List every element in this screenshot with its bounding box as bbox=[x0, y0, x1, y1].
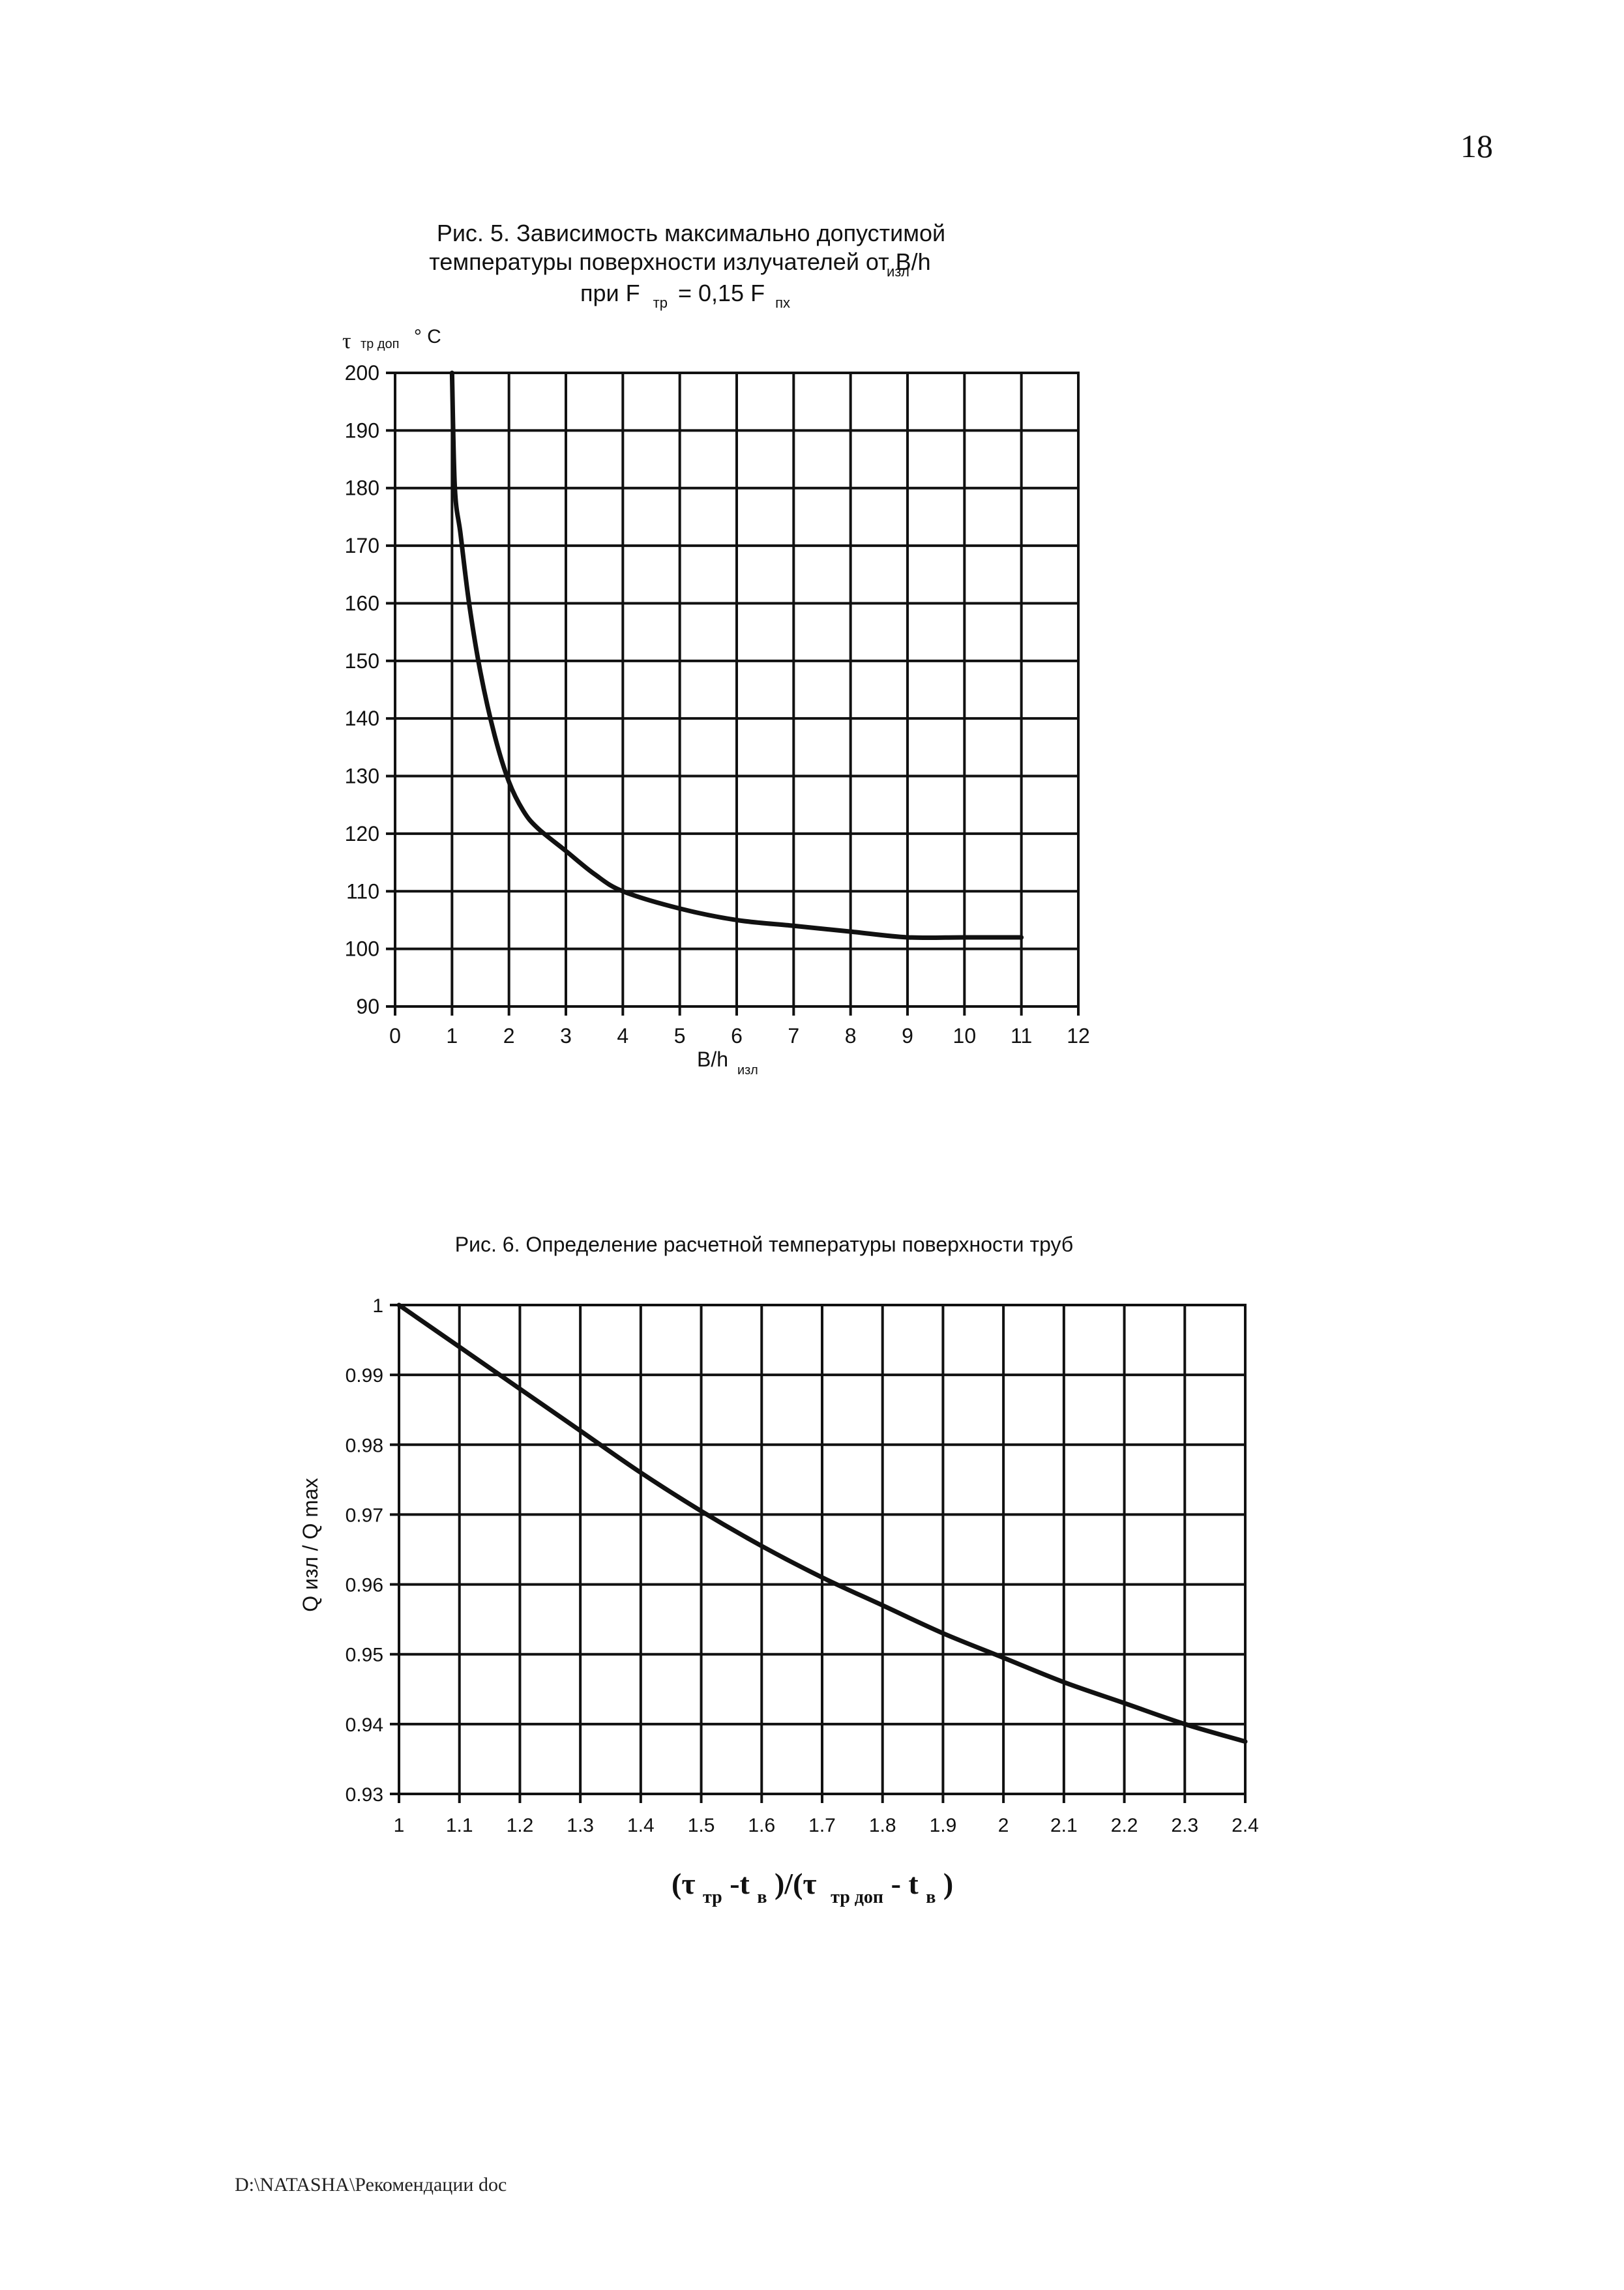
fig5-y-axis-label: τ тр доп ° C bbox=[342, 326, 441, 353]
x-tick-label: 1 bbox=[394, 1815, 405, 1836]
y-tick-label: 100 bbox=[345, 937, 379, 961]
footer-path: D:\NATASHA\Рекомендации doc bbox=[235, 2174, 507, 2195]
fig5-x-axis-label-subscript: изл bbox=[737, 1063, 758, 1078]
fig6-x-axis-label: (τ тр -t в )/(τ тр доп - t в ) bbox=[672, 1867, 953, 1909]
x-tick-label: 3 bbox=[560, 1024, 572, 1048]
y-tick-label: 0.96 bbox=[346, 1575, 383, 1596]
y-tick-label: 0.98 bbox=[346, 1435, 383, 1456]
page-number: 18 bbox=[1460, 128, 1493, 164]
y-tick-label: 140 bbox=[345, 707, 379, 730]
x-tick-label: 2 bbox=[998, 1815, 1009, 1836]
x-tick-label: 2.3 bbox=[1171, 1815, 1198, 1836]
y-tick-label: 190 bbox=[345, 418, 379, 442]
y-tick-label: 130 bbox=[345, 765, 379, 788]
y-tick-label: 160 bbox=[345, 591, 379, 615]
x-tick-label: 1.2 bbox=[507, 1815, 534, 1836]
fig5-title-line3: при F тр = 0,15 F пх bbox=[580, 280, 790, 313]
x-tick-label: 1.7 bbox=[808, 1815, 836, 1836]
y-tick-label: 200 bbox=[345, 361, 379, 385]
y-tick-label: 150 bbox=[345, 649, 379, 673]
x-tick-label: 0 bbox=[389, 1024, 401, 1048]
fig5-title-line1: Рис. 5. Зависимость максимально допустим… bbox=[437, 220, 945, 246]
x-tick-label: 1 bbox=[446, 1024, 458, 1048]
x-tick-label: 11 bbox=[1011, 1024, 1032, 1048]
x-tick-label: 12 bbox=[1067, 1024, 1090, 1048]
x-tick-label: 1.8 bbox=[869, 1815, 896, 1836]
x-tick-label: 10 bbox=[953, 1024, 977, 1048]
x-tick-label: 1.5 bbox=[688, 1815, 715, 1836]
x-tick-label: 2.1 bbox=[1050, 1815, 1078, 1836]
x-tick-label: 1.1 bbox=[446, 1815, 473, 1836]
series-line bbox=[449, 370, 1024, 941]
fig6-y-axis-label: Q изл / Q max bbox=[299, 1478, 322, 1612]
chart-fig6: Рис. 6. Определение расчетной температур… bbox=[299, 1233, 1259, 1909]
y-tick-label: 0.97 bbox=[346, 1505, 383, 1526]
x-tick-label: 5 bbox=[674, 1024, 686, 1048]
x-tick-label: 1.6 bbox=[748, 1815, 775, 1836]
x-tick-label: 8 bbox=[845, 1024, 857, 1048]
y-tick-label: 120 bbox=[345, 822, 379, 845]
x-tick-label: 2.2 bbox=[1111, 1815, 1138, 1836]
y-tick-label: 0.95 bbox=[346, 1645, 383, 1666]
y-tick-label: 1 bbox=[372, 1295, 383, 1317]
x-tick-label: 1.4 bbox=[627, 1815, 655, 1836]
x-tick-label: 4 bbox=[617, 1024, 628, 1048]
x-tick-label: 9 bbox=[902, 1024, 913, 1048]
chart-fig5: Рис. 5. Зависимость максимально допустим… bbox=[342, 220, 1090, 1078]
series-line bbox=[396, 1302, 1248, 1744]
x-tick-label: 2.4 bbox=[1232, 1815, 1259, 1836]
x-tick-label: 7 bbox=[788, 1024, 799, 1048]
x-tick-label: 2 bbox=[503, 1024, 515, 1048]
x-tick-label: 1.9 bbox=[930, 1815, 957, 1836]
fig5-title-line2: температуры поверхности излучателей от B… bbox=[429, 248, 930, 275]
y-tick-label: 0.93 bbox=[346, 1784, 383, 1806]
fig6-title: Рис. 6. Определение расчетной температур… bbox=[455, 1233, 1073, 1256]
y-tick-label: 180 bbox=[345, 477, 379, 500]
y-tick-label: 0.99 bbox=[346, 1365, 383, 1387]
x-tick-label: 1.3 bbox=[567, 1815, 594, 1836]
x-tick-label: 6 bbox=[731, 1024, 743, 1048]
y-tick-label: 0.94 bbox=[346, 1714, 383, 1736]
fig5-title-subscript: изл bbox=[887, 263, 909, 280]
y-tick-label: 170 bbox=[345, 534, 379, 557]
y-tick-label: 90 bbox=[356, 995, 379, 1018]
fig5-x-axis-label: B/h bbox=[697, 1048, 728, 1071]
y-tick-label: 110 bbox=[346, 879, 379, 903]
